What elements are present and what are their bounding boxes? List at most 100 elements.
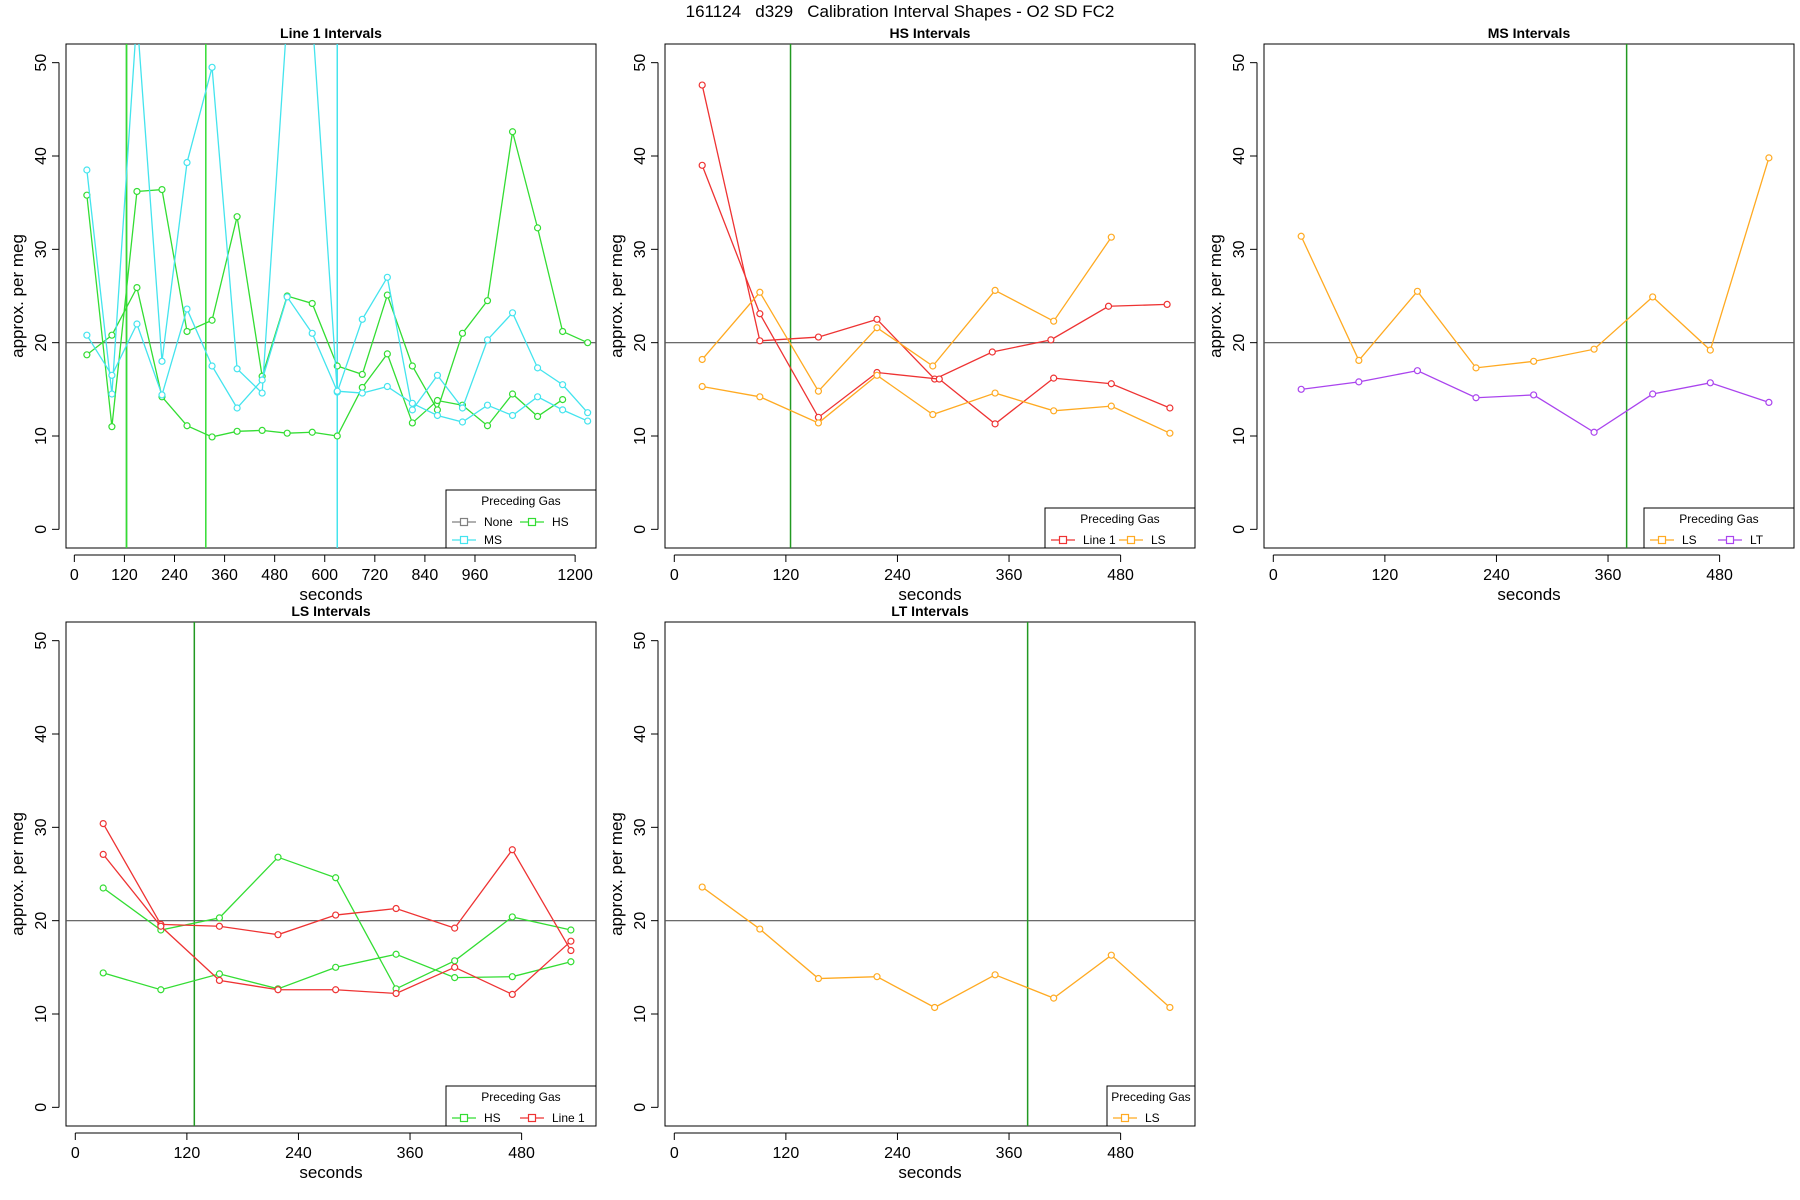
data-point — [308, 329, 316, 337]
data-point — [1107, 402, 1115, 410]
legend-item-line-1: Line 1 — [1051, 533, 1116, 547]
data-point — [508, 973, 516, 981]
data-point — [873, 315, 881, 323]
data-point — [991, 971, 999, 979]
data-point — [433, 411, 442, 420]
data-point — [283, 293, 291, 301]
chart-title: LT Intervals — [891, 603, 969, 619]
legend-label: Line 1 — [1083, 533, 1116, 547]
data-point — [383, 291, 391, 299]
series-ls — [698, 371, 1174, 437]
y-tick-label: 0 — [33, 525, 50, 534]
data-point — [208, 63, 216, 71]
data-point — [508, 128, 517, 136]
y-tick-label: 20 — [632, 912, 649, 930]
data-point — [814, 387, 823, 395]
legend-label: MS — [484, 533, 502, 547]
x-tick-label: 120 — [773, 1145, 800, 1162]
x-tick-label: 240 — [161, 567, 188, 584]
y-axis: 0 10 20 30 40 50 approx. per meg — [8, 54, 60, 534]
legend-item-ls: LS — [1119, 533, 1166, 547]
data-point — [533, 364, 542, 372]
data-point — [931, 1003, 939, 1012]
x-tick-label: 120 — [1372, 567, 1399, 584]
data-point — [1107, 380, 1115, 388]
x-tick-label: 360 — [211, 567, 238, 584]
x-axis: 0 120 240 360 480 seconds — [1269, 554, 1733, 604]
series-line-1 — [698, 161, 1174, 428]
data-point — [1104, 302, 1113, 310]
x-axis: 0 120 240 360 480 seconds — [670, 554, 1134, 604]
data-point — [451, 924, 459, 932]
data-point — [358, 315, 366, 323]
data-point — [567, 937, 575, 945]
x-tick-label: 720 — [361, 567, 388, 584]
data-point — [215, 914, 224, 922]
legend-title: Preceding Gas — [481, 1090, 560, 1104]
data-point — [1590, 428, 1598, 436]
data-point — [756, 288, 764, 296]
x-tick-label: 240 — [884, 1145, 911, 1162]
data-point — [99, 819, 107, 828]
x-tick-label: 0 — [70, 567, 79, 584]
series-line — [103, 953, 572, 991]
y-tick-label: 30 — [33, 818, 50, 836]
series-line-1 — [698, 81, 1171, 383]
data-point — [208, 316, 216, 324]
data-point — [698, 355, 706, 364]
legend-item-lt: LT — [1718, 533, 1764, 547]
data-point — [1530, 357, 1538, 365]
data-point — [1649, 293, 1657, 301]
data-point — [133, 187, 141, 196]
data-point — [1166, 429, 1174, 437]
data-point — [208, 433, 216, 441]
y-tick-label: 10 — [632, 1005, 649, 1023]
x-tick-label: 480 — [508, 1145, 535, 1162]
data-point — [383, 273, 391, 281]
data-point — [158, 391, 166, 399]
x-axis: 0 120 240 360 480 seconds — [670, 1132, 1134, 1182]
legend-label: LT — [1750, 533, 1764, 547]
data-point — [1050, 374, 1058, 382]
y-tick-label: 20 — [33, 334, 50, 352]
y-axis-label: approx. per meg — [607, 234, 626, 358]
legend: Preceding Gas HS Line 1 — [445, 1085, 597, 1127]
series-ms — [83, 293, 592, 426]
data-point — [332, 986, 340, 994]
data-point — [1166, 1003, 1174, 1012]
y-axis: 0 10 20 30 40 50 approx. per meg — [8, 632, 60, 1112]
legend-label: LS — [1151, 533, 1166, 547]
y-tick-label: 50 — [632, 54, 649, 72]
data-point — [183, 422, 191, 430]
data-point — [392, 950, 400, 958]
series-line-1 — [99, 819, 575, 955]
x-tick-label: 480 — [261, 567, 288, 584]
x-tick-label: 120 — [174, 1145, 201, 1162]
data-point — [408, 419, 416, 427]
legend-label: None — [484, 515, 513, 529]
chart-title: Line 1 Intervals — [280, 25, 382, 41]
data-point — [358, 389, 366, 397]
y-tick-label: 30 — [632, 240, 649, 258]
x-tick-label: 480 — [1107, 567, 1134, 584]
y-axis-label: approx. per meg — [8, 812, 27, 936]
legend-box — [445, 1085, 597, 1127]
data-point — [567, 958, 575, 966]
series-ls — [698, 233, 1115, 395]
data-point — [108, 371, 116, 379]
y-tick-label: 0 — [632, 525, 649, 534]
legend-item-hs: HS — [452, 1111, 501, 1125]
legend-label: HS — [484, 1111, 501, 1125]
data-point — [258, 389, 266, 397]
data-point — [358, 370, 366, 378]
y-axis-label: approx. per meg — [8, 234, 27, 358]
chart-panel-4: LS Intervals 0 120 240 360 480 seconds 0 10 20 30 4… — [8, 603, 597, 1182]
data-point — [1355, 356, 1363, 364]
legend-box — [1643, 507, 1795, 549]
data-point — [533, 393, 542, 401]
data-point — [1050, 994, 1058, 1002]
data-point — [183, 327, 191, 336]
legend: Preceding Gas Line 1 LS — [1044, 507, 1196, 549]
data-point — [383, 350, 391, 358]
data-point — [208, 362, 216, 370]
